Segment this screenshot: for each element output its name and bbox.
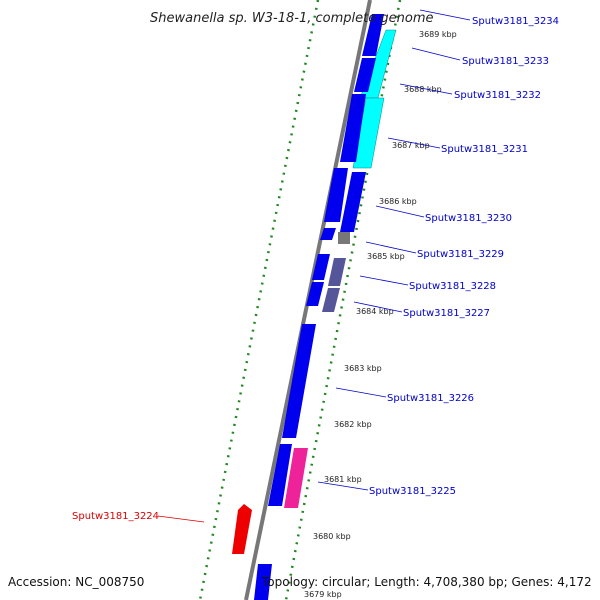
gene-label-sputw3181-3224[interactable]: Sputw3181_3224	[72, 511, 159, 522]
kbp-label: 3686 kbp	[379, 197, 417, 206]
kbp-label: 3683 kbp	[344, 364, 382, 373]
kbp-label: 3689 kbp	[419, 30, 457, 39]
gene-bottom-shape[interactable]	[254, 564, 272, 600]
gene-label-sputw3181-3229[interactable]: Sputw3181_3229	[417, 249, 504, 260]
gene-labels: Sputw3181_3234 Sputw3181_3233 Sputw3181_…	[72, 16, 559, 522]
gene-label-sputw3181-3231[interactable]: Sputw3181_3231	[441, 144, 528, 155]
gene-sputw3181-3230b-shape[interactable]	[340, 172, 366, 232]
gene-label-sputw3181-3230[interactable]: Sputw3181_3230	[425, 213, 512, 224]
gene-sputw3181-3225b-shape[interactable]	[284, 448, 308, 508]
kbp-label: 3681 kbp	[324, 475, 362, 484]
gene-sputw3181-3227-rrna-shape[interactable]	[322, 288, 340, 312]
outer-tick-track	[284, 0, 402, 600]
gene-label-sputw3181-3232[interactable]: Sputw3181_3232	[454, 90, 541, 101]
map-title: Shewanella sp. W3-18-1, complete genome	[150, 11, 433, 26]
gene-sputw3181-3227-shape[interactable]	[306, 282, 324, 306]
kbp-labels: 3689 kbp 3688 kbp 3687 kbp 3686 kbp 3685…	[304, 30, 457, 599]
gene-sputw3181-3226-shape[interactable]	[282, 324, 316, 438]
gene-sputw3181-3228-rrna-shape[interactable]	[328, 258, 346, 286]
kbp-label: 3680 kbp	[313, 532, 351, 541]
gene-label-sputw3181-3234[interactable]: Sputw3181_3234	[472, 16, 559, 27]
kbp-label: 3688 kbp	[404, 85, 442, 94]
accession-text: Accession: NC_008750	[8, 575, 144, 589]
gene-label-sputw3181-3228[interactable]: Sputw3181_3228	[409, 281, 496, 292]
gene-sputw3181-3232-shape[interactable]	[354, 58, 376, 92]
gene-sputw3181-3230a-shape[interactable]	[324, 168, 348, 222]
kbp-label: 3679 kbp	[304, 590, 342, 599]
gene-sputw3181-3231b-shape[interactable]	[340, 94, 366, 162]
kbp-label: 3685 kbp	[367, 252, 405, 261]
kbp-label: 3682 kbp	[334, 420, 372, 429]
gene-label-sputw3181-3233[interactable]: Sputw3181_3233	[462, 56, 549, 67]
gene-sputw3181-3224-shape[interactable]	[232, 504, 252, 554]
kbp-label: 3687 kbp	[392, 141, 430, 150]
kbp-label: 3684 kbp	[356, 307, 394, 316]
gene-sputw3181-3234-shape[interactable]	[362, 14, 384, 56]
gene-sputw3181-3225a-shape[interactable]	[268, 444, 292, 506]
inner-tick-track	[198, 0, 320, 600]
gene-sputw3181-3228-shape[interactable]	[312, 254, 330, 280]
gene-label-sputw3181-3227[interactable]: Sputw3181_3227	[403, 308, 490, 319]
label-leaders	[157, 9, 471, 523]
gene-sputw3181-3229-shape[interactable]	[320, 228, 336, 240]
gene-label-sputw3181-3226[interactable]: Sputw3181_3226	[387, 393, 474, 404]
gene-sputw3181-3229-grey-shape[interactable]	[338, 232, 350, 244]
topology-text: Topology: circular; Length: 4,708,380 bp…	[261, 575, 592, 589]
gene-label-sputw3181-3225[interactable]: Sputw3181_3225	[369, 486, 456, 497]
